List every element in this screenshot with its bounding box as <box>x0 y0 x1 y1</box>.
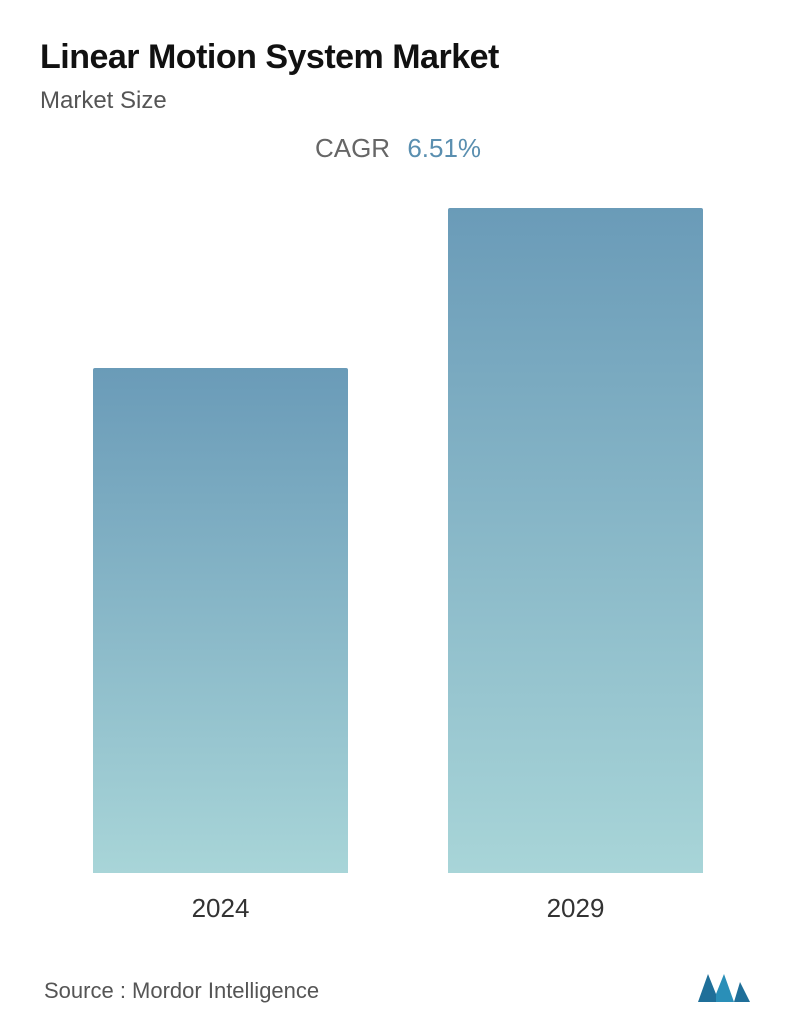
chart-container: Linear Motion System Market Market Size … <box>0 0 796 1034</box>
cagr-value: 6.51% <box>407 133 481 163</box>
brand-logo-icon <box>696 964 752 1004</box>
source-text: Source : Mordor Intelligence <box>44 978 319 1004</box>
bar-label-1: 2029 <box>547 893 605 924</box>
cagr-row: CAGR 6.51% <box>40 133 756 164</box>
chart-subtitle: Market Size <box>40 87 756 115</box>
bar-label-0: 2024 <box>192 893 250 924</box>
bar-0 <box>93 368 348 873</box>
bar-group-0: 2024 <box>93 368 348 924</box>
chart-title: Linear Motion System Market <box>40 38 756 77</box>
cagr-label: CAGR <box>315 133 390 163</box>
bar-group-1: 2029 <box>448 208 703 924</box>
chart-footer: Source : Mordor Intelligence <box>40 964 756 1004</box>
chart-plot-area: 2024 2029 <box>40 184 756 924</box>
bar-1 <box>448 208 703 873</box>
